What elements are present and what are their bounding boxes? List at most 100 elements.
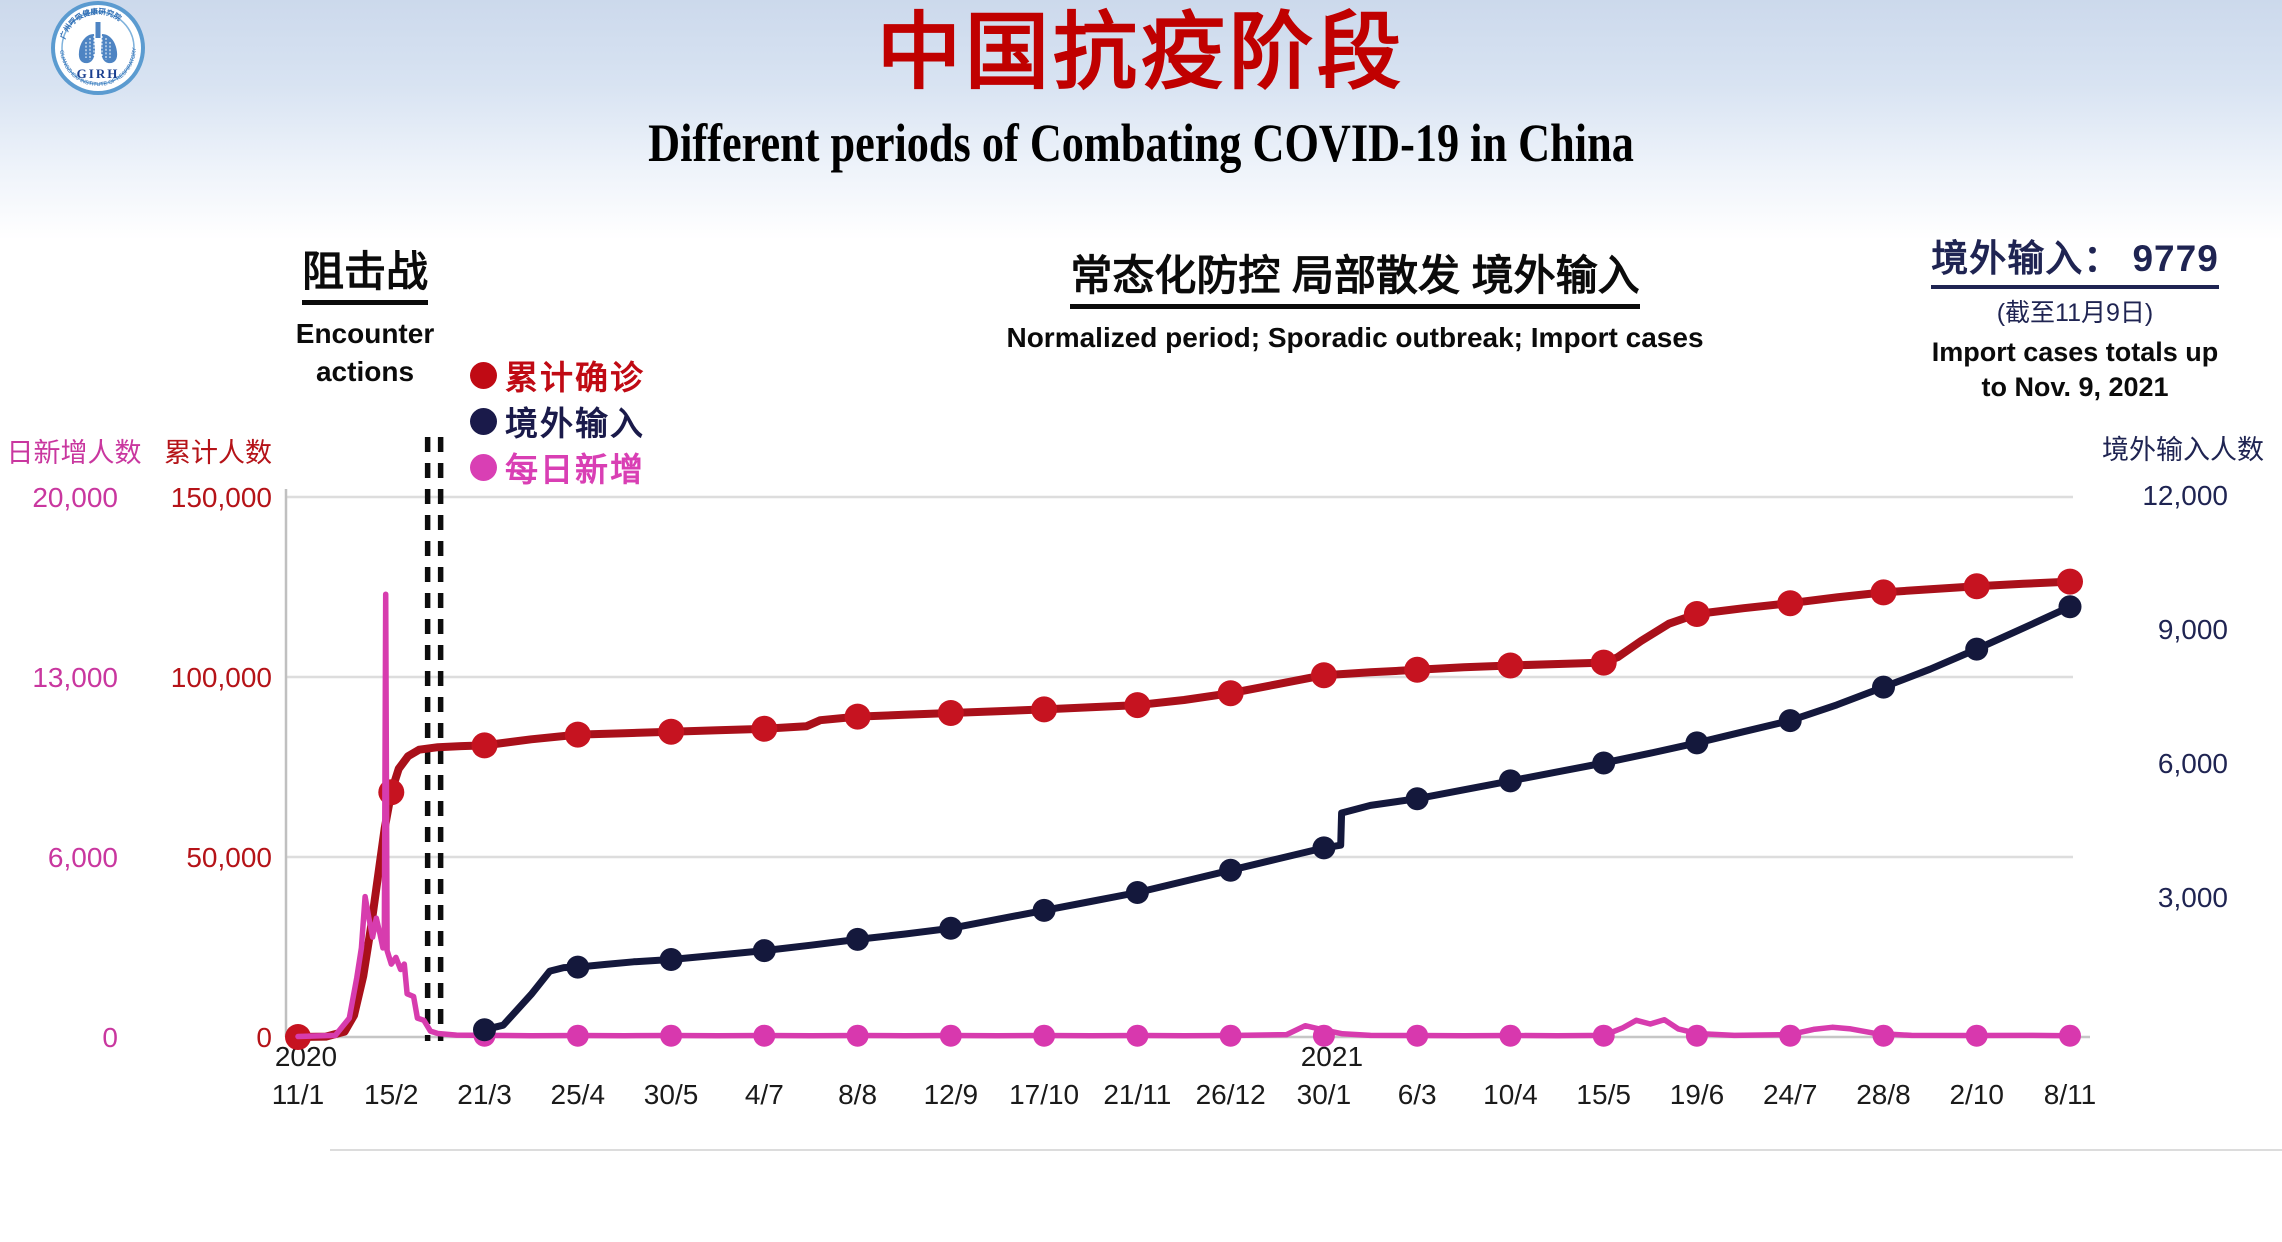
import-note-zh: (截至11月9日)	[1996, 299, 2154, 327]
page-title-en-wrap: Different periods of Combating COVID-19 …	[0, 112, 2282, 174]
series-marker-imported	[1312, 836, 1336, 860]
phase1-en-line2: actions	[315, 356, 415, 388]
legend-item-daily: 每日新增	[470, 444, 645, 490]
cumulative-axis-tick-label: 0	[256, 1022, 272, 1053]
series-marker-daily	[1779, 1024, 1802, 1047]
cumulative-axis-tick-label: 150,000	[171, 482, 272, 513]
x-tick-label: 12/9	[924, 1079, 979, 1110]
cumulative-axis-title: 累计人数	[164, 438, 272, 468]
phase2-title-en: Normalized period; Sporadic outbreak; Im…	[1006, 322, 1704, 354]
series-marker-cumulative	[1870, 579, 1897, 606]
x-tick-label: 8/11	[2044, 1079, 2096, 1110]
series-marker-daily	[1499, 1024, 1522, 1047]
series-marker-daily	[1965, 1024, 1988, 1047]
x-tick-label: 24/7	[1763, 1079, 1818, 1110]
series-marker-daily	[2059, 1024, 2081, 1047]
x-tick-label: 15/5	[1576, 1079, 1631, 1110]
series-marker-imported	[473, 1018, 496, 1042]
daily-axis-tick-label: 13,000	[32, 662, 118, 693]
legend-dot-imported-icon	[470, 407, 497, 435]
import-total-value: 9779	[2132, 238, 2219, 279]
series-marker-imported	[2058, 595, 2082, 619]
series-marker-cumulative	[1590, 649, 1617, 676]
x-tick-label: 19/6	[1670, 1079, 1725, 1110]
x-tick-label: 11/1	[272, 1079, 324, 1110]
girh-logo: 广州呼吸健康研究院 GUANGZHOU INSTITUTE OF RESPIRA…	[50, 0, 145, 95]
page-title-en: Different periods of Combating COVID-19 …	[648, 113, 1634, 173]
series-marker-cumulative	[1497, 652, 1524, 679]
series-marker-imported	[1498, 769, 1522, 793]
series-marker-cumulative	[1963, 573, 1990, 600]
logo-outer-ring	[51, 1, 145, 95]
series-marker-imported	[1965, 637, 1989, 661]
legend-dot-daily-icon	[470, 453, 497, 481]
phase2-header: 常态化防控 局部散发 境外输入 Normalized period; Spora…	[955, 252, 1755, 357]
x-tick-label: 21/11	[1103, 1079, 1171, 1110]
series-marker-daily	[1312, 1024, 1335, 1047]
import-note-en: Import cases totals up to Nov. 9, 2021	[1872, 335, 2278, 405]
series-marker-daily	[660, 1024, 683, 1047]
series-marker-imported	[1125, 881, 1149, 904]
series-marker-cumulative	[1310, 662, 1337, 689]
series-line-imported	[481, 603, 2074, 1034]
imported-axis-tick-label: 12,000	[2142, 480, 2228, 511]
series-marker-cumulative	[1217, 680, 1244, 707]
imported-axis-tick-label: 9,000	[2158, 614, 2228, 645]
series-marker-imported	[1219, 858, 1243, 882]
series-marker-imported	[1778, 709, 1802, 733]
series-marker-daily	[566, 1024, 589, 1047]
series-marker-cumulative	[751, 715, 778, 742]
x-tick-label: 28/8	[1856, 1079, 1911, 1110]
daily-axis-tick-label: 0	[102, 1022, 118, 1053]
import-label: 境外输入：	[1931, 238, 2122, 279]
imported-axis-tick-label: 3,000	[2158, 882, 2228, 913]
series-marker-cumulative	[1404, 656, 1431, 683]
series-marker-daily	[1406, 1024, 1429, 1047]
series-marker-daily	[939, 1024, 962, 1047]
x-year-label: 2021	[1301, 1041, 1363, 1072]
x-tick-label: 26/12	[1196, 1079, 1266, 1110]
page-title-zh: 中国抗疫阶段	[876, 5, 1405, 99]
phase1-header: 阻击战 Encounter actions	[225, 248, 505, 391]
import-summary: 境外输入： 9779 (截至11月9日) Import cases totals…	[1872, 228, 2278, 405]
import-note-en-line1: Import cases totals up	[1931, 337, 2219, 367]
legend-item-cumulative: 累计确诊	[470, 352, 645, 398]
series-line-daily	[295, 591, 2073, 1040]
daily-axis-tick-label: 20,000	[32, 482, 118, 513]
logo-inner-ring	[61, 11, 135, 85]
series-marker-daily	[1033, 1024, 1056, 1047]
series-marker-daily	[1872, 1024, 1895, 1047]
series-marker-imported	[566, 955, 590, 979]
daily-axis-tick-label: 6,000	[48, 842, 118, 873]
x-tick-label: 6/3	[1398, 1079, 1437, 1110]
series-marker-cumulative	[1777, 590, 1804, 617]
legend-item-imported: 境外输入	[470, 398, 645, 444]
series-marker-daily	[1592, 1024, 1615, 1047]
series-marker-daily	[1685, 1024, 1708, 1047]
x-tick-label: 10/4	[1483, 1079, 1538, 1110]
legend-label-imported: 境外输入	[505, 405, 645, 442]
series-marker-daily	[1219, 1024, 1242, 1047]
legend-dot-cumulative-icon	[470, 361, 497, 389]
legend-label-daily: 每日新增	[505, 451, 645, 488]
logo-lungs-icon	[78, 22, 118, 64]
series-marker-imported	[1592, 751, 1616, 775]
series-marker-cumulative	[564, 721, 591, 748]
series-marker-imported	[659, 948, 683, 971]
series-marker-cumulative	[658, 718, 685, 745]
imported-axis-tick-label: 6,000	[2158, 748, 2228, 779]
series-marker-daily	[753, 1024, 776, 1047]
import-note-en-line2: to Nov. 9, 2021	[1981, 372, 2169, 403]
phase2-title-zh: 常态化防控 局部散发 境外输入	[1070, 252, 1640, 310]
x-tick-label: 30/1	[1297, 1079, 1352, 1110]
x-tick-label: 30/5	[644, 1079, 699, 1110]
series-marker-daily	[1126, 1024, 1149, 1047]
series-marker-cumulative	[937, 700, 964, 726]
series-marker-cumulative	[1683, 601, 1710, 627]
chart-legend: 累计确诊 境外输入 每日新增	[470, 352, 645, 490]
daily-axis-title: 日新增人数	[7, 438, 142, 468]
series-marker-imported	[1872, 675, 1895, 699]
logo-abbr: GIRH	[77, 66, 120, 81]
import-headline: 境外输入： 9779	[1931, 228, 2219, 289]
cumulative-axis-tick-label: 50,000	[186, 842, 272, 873]
